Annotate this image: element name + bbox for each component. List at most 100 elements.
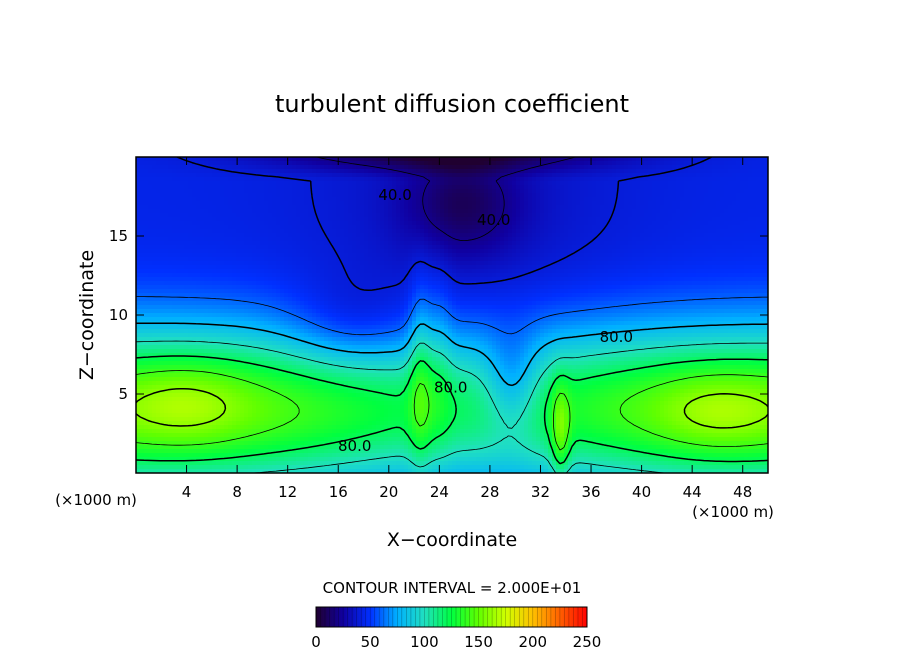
field-cell	[764, 189, 768, 194]
field-cell	[676, 273, 681, 278]
field-cell	[568, 173, 573, 178]
field-cell	[744, 173, 749, 178]
field-cell	[264, 197, 269, 202]
field-cell	[404, 213, 409, 218]
field-cell	[304, 205, 309, 210]
field-cell	[296, 185, 301, 190]
field-cell	[260, 169, 265, 174]
field-cell	[636, 165, 641, 170]
field-cell	[584, 265, 589, 270]
field-cell	[256, 161, 261, 166]
field-cell	[336, 245, 341, 250]
field-cell	[632, 249, 637, 254]
field-cell	[476, 241, 481, 246]
field-cell	[168, 225, 173, 230]
field-cell	[628, 193, 633, 198]
field-cell	[296, 201, 301, 206]
field-cell	[268, 181, 273, 186]
field-cell	[512, 261, 517, 266]
field-cell	[572, 265, 577, 270]
field-cell	[268, 269, 273, 274]
field-cell	[384, 225, 389, 230]
field-cell	[624, 261, 629, 266]
field-cell	[660, 229, 665, 234]
field-cell	[436, 221, 441, 226]
field-cell	[316, 277, 321, 282]
field-cell	[736, 197, 741, 202]
field-cell	[652, 261, 657, 266]
field-cell	[176, 225, 181, 230]
field-cell	[728, 229, 733, 234]
field-cell	[512, 213, 517, 218]
field-cell	[212, 225, 217, 230]
field-cell	[216, 189, 221, 194]
field-cell	[292, 213, 297, 218]
field-cell	[368, 281, 373, 286]
field-cell	[716, 257, 721, 262]
field-cell	[632, 245, 637, 250]
field-cell	[740, 241, 745, 246]
field-cell	[488, 281, 493, 286]
field-cell	[608, 205, 613, 210]
field-cell	[412, 253, 417, 258]
field-cell	[496, 265, 501, 270]
field-cell	[696, 185, 701, 190]
field-cell	[388, 169, 393, 174]
field-cell	[228, 165, 233, 170]
field-cell	[348, 213, 353, 218]
field-cell	[376, 269, 381, 274]
field-cell	[556, 181, 561, 186]
field-cell	[284, 273, 289, 278]
field-cell	[300, 281, 305, 286]
field-cell	[636, 157, 641, 162]
field-cell	[416, 157, 421, 162]
field-cell	[540, 257, 545, 262]
field-cell	[264, 213, 269, 218]
field-cell	[660, 261, 665, 266]
field-cell	[464, 245, 469, 250]
field-cell	[644, 177, 649, 182]
field-cell	[260, 217, 265, 222]
field-cell	[672, 177, 677, 182]
field-cell	[624, 225, 629, 230]
field-cell	[668, 161, 673, 166]
field-cell	[328, 185, 333, 190]
field-cell	[460, 265, 465, 270]
field-cell	[644, 261, 649, 266]
field-cell	[744, 157, 749, 162]
field-cell	[692, 229, 697, 234]
field-cell	[144, 237, 149, 242]
field-cell	[384, 261, 389, 266]
field-cell	[388, 257, 393, 262]
field-cell	[168, 217, 173, 222]
field-cell	[680, 165, 685, 170]
field-cell	[636, 265, 641, 270]
field-cell	[180, 249, 185, 254]
field-cell	[512, 205, 517, 210]
field-cell	[188, 225, 193, 230]
field-cell	[608, 197, 613, 202]
field-cell	[472, 213, 477, 218]
field-cell	[224, 161, 229, 166]
field-cell	[572, 277, 577, 282]
field-cell	[720, 201, 725, 206]
field-cell	[476, 273, 481, 278]
field-cell	[648, 217, 653, 222]
field-cell	[244, 205, 249, 210]
field-cell	[692, 205, 697, 210]
field-cell	[288, 197, 293, 202]
field-cell	[504, 261, 509, 266]
field-cell	[244, 189, 249, 194]
field-cell	[536, 229, 541, 234]
field-cell	[680, 277, 685, 282]
field-cell	[648, 185, 653, 190]
field-cell	[724, 229, 729, 234]
field-cell	[192, 245, 197, 250]
field-cell	[208, 173, 213, 178]
field-cell	[452, 209, 457, 214]
field-cell	[156, 165, 161, 170]
field-cell	[608, 229, 613, 234]
field-cell	[172, 233, 177, 238]
field-cell	[608, 213, 613, 218]
field-cell	[380, 213, 385, 218]
